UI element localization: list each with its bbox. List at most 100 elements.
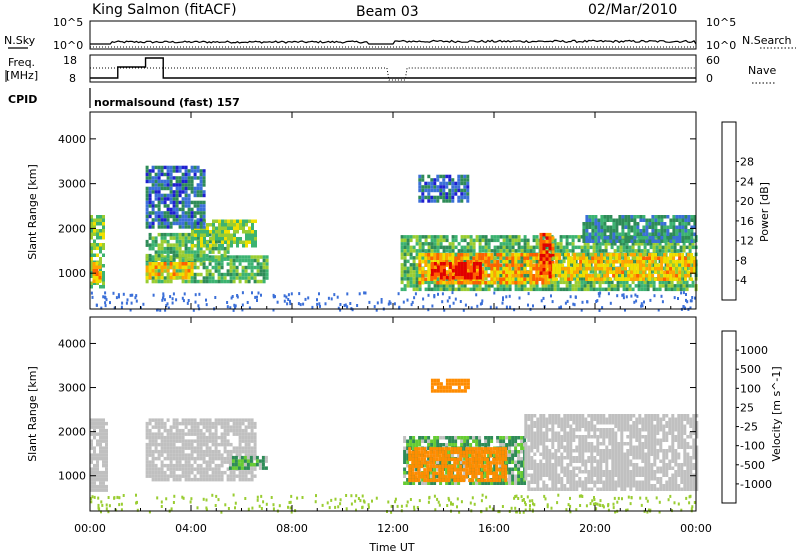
- range-gate-cell: [146, 266, 149, 270]
- range-gate-cell: [585, 222, 588, 226]
- range-gate-cell: [164, 236, 167, 240]
- range-gate-cell: [549, 233, 552, 237]
- range-gate-cell: [582, 222, 585, 226]
- range-gate-cell: [179, 273, 182, 277]
- range-gate-cell: [543, 261, 546, 265]
- range-gate-cell: [185, 269, 188, 273]
- range-gate-cell: [535, 274, 538, 278]
- range-gate-cell: [224, 460, 227, 464]
- range-gate-cell: [185, 187, 188, 191]
- range-gate-cell: [185, 173, 188, 177]
- range-gate-cell: [428, 288, 431, 292]
- range-gate-cell: [221, 280, 224, 284]
- range-gate-cell: [490, 257, 493, 261]
- range-gate-cell: [430, 199, 433, 203]
- range-gate-cell: [191, 432, 194, 436]
- range-gate-cell: [407, 242, 410, 246]
- range-gate-cell: [458, 242, 461, 246]
- range-gate-cell: [460, 281, 463, 285]
- range-gate-cell: [263, 280, 266, 284]
- noise-cell: [284, 294, 286, 297]
- range-gate-cell: [206, 471, 209, 475]
- range-gate-cell: [262, 456, 265, 460]
- range-gate-cell: [164, 240, 167, 244]
- range-gate-cell: [99, 450, 102, 454]
- range-gate-cell: [463, 192, 466, 196]
- range-gate-cell: [206, 241, 209, 245]
- range-gate-cell: [410, 256, 413, 260]
- range-gate-cell: [263, 255, 266, 258]
- range-gate-cell: [257, 255, 260, 258]
- range-gate-cell: [413, 235, 416, 239]
- range-gate-cell: [514, 260, 517, 264]
- range-gate-cell: [241, 459, 244, 463]
- range-gate-cell: [467, 276, 470, 280]
- range-gate-cell: [422, 256, 425, 260]
- range-gate-cell: [96, 422, 99, 426]
- range-gate-cell: [146, 425, 149, 429]
- noise-cell: [452, 291, 454, 294]
- range-gate-cell: [485, 246, 488, 250]
- range-gate-cell: [176, 176, 179, 180]
- range-gate-cell: [526, 253, 529, 257]
- range-gate-cell: [523, 271, 526, 275]
- range-gate-cell: [239, 432, 242, 436]
- range-gate-cell: [671, 246, 674, 250]
- range-gate-cell: [490, 274, 493, 278]
- range-gate-cell: [191, 225, 194, 229]
- range-gate-cell: [149, 273, 152, 277]
- range-gate-cell: [161, 436, 164, 440]
- range-gate-cell: [407, 246, 410, 250]
- range-gate-cell: [182, 180, 185, 184]
- range-gate-cell: [645, 267, 648, 271]
- range-gate-cell: [102, 275, 105, 279]
- range-gate-cell: [248, 446, 251, 450]
- range-gate-cell: [612, 271, 615, 275]
- range-gate-cell: [185, 243, 188, 247]
- range-gate-cell: [609, 260, 612, 264]
- range-gate-cell: [617, 281, 620, 285]
- range-gate-cell: [224, 422, 227, 426]
- range-gate-cell: [585, 215, 588, 219]
- range-gate-cell: [105, 429, 108, 433]
- noise-cell: [674, 296, 676, 299]
- range-gate-cell: [158, 443, 161, 447]
- range-gate-cell: [472, 440, 475, 444]
- range-gate-cell: [102, 485, 105, 489]
- range-gate-cell: [250, 456, 253, 460]
- noise-cell: [291, 292, 293, 295]
- range-gate-cell: [102, 429, 105, 433]
- range-gate-cell: [421, 192, 424, 196]
- range-gate-cell: [479, 262, 482, 266]
- range-gate-cell: [161, 450, 164, 454]
- range-gate-cell: [102, 422, 105, 426]
- range-gate-cell: [597, 257, 600, 261]
- range-gate-cell: [455, 253, 458, 257]
- range-gate-cell: [167, 443, 170, 447]
- range-gate-cell: [472, 436, 475, 440]
- range-gate-cell: [406, 440, 409, 444]
- range-gate-cell: [636, 240, 639, 244]
- range-gate-cell: [648, 253, 651, 257]
- range-gate-cell: [194, 450, 197, 454]
- range-gate-cell: [173, 218, 176, 222]
- range-gate-cell: [203, 425, 206, 429]
- range-gate-cell: [416, 256, 419, 260]
- range-gate-cell: [618, 267, 621, 271]
- range-gate-cell: [146, 215, 149, 219]
- range-gate-cell: [182, 432, 185, 436]
- range-gate-cell: [588, 260, 591, 264]
- range-gate-cell: [158, 169, 161, 173]
- range-gate-cell: [239, 450, 242, 454]
- range-gate-cell: [508, 471, 511, 475]
- range-gate-cell: [567, 253, 570, 257]
- range-gate-cell: [463, 196, 466, 200]
- range-gate-cell: [99, 233, 102, 237]
- range-gate-cell: [575, 288, 578, 292]
- range-gate-cell: [527, 242, 530, 246]
- range-gate-cell: [549, 236, 552, 240]
- range-gate-cell: [502, 440, 505, 444]
- range-gate-cell: [666, 271, 669, 275]
- range-gate-cell: [463, 436, 466, 440]
- range-gate-cell: [639, 253, 642, 257]
